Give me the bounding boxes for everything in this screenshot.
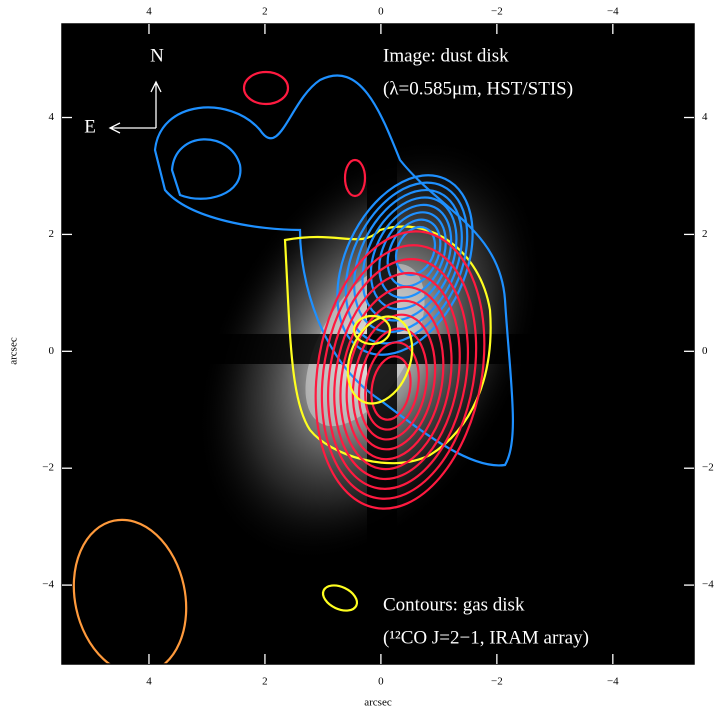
x-tick-label: 2 <box>262 6 268 18</box>
contour <box>346 315 414 405</box>
y-tick-label: 4 <box>49 111 55 123</box>
x-tick-label: −2 <box>491 676 503 688</box>
contour <box>370 355 412 421</box>
y-tick-label: 2 <box>702 228 708 240</box>
contour <box>336 174 474 356</box>
x-tick-label: −4 <box>607 676 619 688</box>
y-tick-label: 0 <box>702 345 708 357</box>
contour <box>352 314 392 346</box>
x-tick-label: 0 <box>378 676 384 688</box>
annotation: (¹²CO J=2−1, IRAM array) <box>383 627 589 648</box>
compass-east: E <box>84 116 96 137</box>
contour <box>364 341 420 431</box>
x-tick-label: 0 <box>378 6 384 18</box>
blue-contour <box>170 138 242 200</box>
contour <box>326 258 470 490</box>
red-contour <box>343 158 367 198</box>
contour <box>351 313 437 451</box>
dust-image <box>62 24 694 664</box>
yellow-contour <box>321 584 359 612</box>
contour <box>320 244 478 500</box>
contour <box>344 181 469 345</box>
x-tick-label: 4 <box>146 6 152 18</box>
y-tick-label: −2 <box>702 462 714 474</box>
annotation: Contours: gas disk <box>383 594 525 615</box>
y-tick-label: −4 <box>702 579 714 591</box>
blue-contour <box>153 74 514 467</box>
beam-ellipse <box>72 518 188 664</box>
compass-arrows <box>108 80 162 134</box>
x-axis-label: arcsec <box>364 697 392 709</box>
contour <box>378 211 447 299</box>
yellow-contour <box>283 225 492 465</box>
contour <box>314 230 486 510</box>
y-tick-label: −4 <box>42 579 54 591</box>
y-tick-label: 4 <box>702 111 708 123</box>
compass-north: N <box>150 45 164 66</box>
red-contour <box>242 70 290 106</box>
y-axis-label: arcsec <box>8 337 20 365</box>
x-tick-label: −2 <box>491 6 503 18</box>
contour <box>333 271 461 481</box>
contours <box>72 70 514 664</box>
annotation: Image: dust disk <box>383 45 509 66</box>
y-tick-label: −2 <box>42 462 54 474</box>
contour <box>386 218 442 288</box>
y-tick-label: 2 <box>49 228 55 240</box>
y-tick-label: 0 <box>49 345 55 357</box>
plot-frame <box>61 23 695 665</box>
contour <box>357 327 429 441</box>
annotation: (λ=0.585μm, HST/STIS) <box>383 78 573 99</box>
x-tick-label: 2 <box>262 676 268 688</box>
x-tick-label: −4 <box>607 6 619 18</box>
contour <box>339 285 453 471</box>
x-tick-label: 4 <box>146 676 152 688</box>
contour <box>369 203 453 311</box>
